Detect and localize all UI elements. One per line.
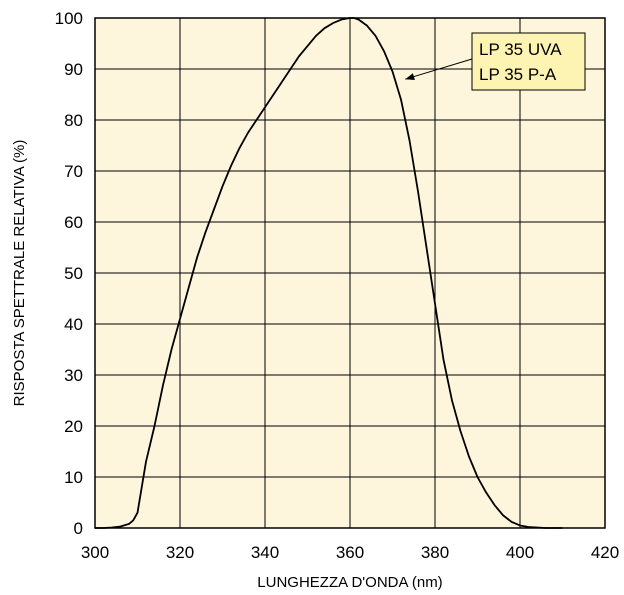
y-tick-label: 70	[64, 162, 83, 181]
y-tick-label: 80	[64, 111, 83, 130]
x-tick-label: 420	[591, 543, 619, 562]
y-tick-label: 30	[64, 366, 83, 385]
x-tick-label: 400	[506, 543, 534, 562]
y-tick-label: 0	[74, 519, 83, 538]
annotation-box	[471, 32, 586, 91]
annotation-label-1: LP 35 UVA	[479, 40, 562, 59]
annotation-leader-line	[405, 58, 473, 80]
x-tick-label: 300	[81, 543, 109, 562]
curve-annotation: LP 35 UVA LP 35 P-A	[405, 32, 586, 91]
x-axis-ticks: 300 320 340 360 380 400 420	[81, 543, 619, 562]
y-tick-label: 50	[64, 264, 83, 283]
y-axis-ticks: 0 10 20 30 40 50 60 70 80 90 100	[55, 9, 83, 538]
y-tick-label: 100	[55, 9, 83, 28]
y-tick-label: 10	[64, 468, 83, 487]
response-curve	[95, 17, 563, 529]
y-tick-label: 20	[64, 417, 83, 436]
x-tick-label: 320	[166, 543, 194, 562]
annotation-arrowhead	[405, 73, 415, 80]
x-tick-label: 340	[251, 543, 279, 562]
y-tick-label: 90	[64, 60, 83, 79]
plot-frame	[94, 17, 606, 529]
y-tick-label: 40	[64, 315, 83, 334]
x-tick-label: 360	[336, 543, 364, 562]
annotation-label-2: LP 35 P-A	[479, 65, 557, 84]
x-axis-title: LUNGHEZZA D'ONDA (nm)	[257, 574, 442, 591]
y-tick-label: 60	[64, 213, 83, 232]
x-tick-label: 380	[421, 543, 449, 562]
y-axis-title: RISPOSTA SPETTRALE RELATIVA (%)	[11, 140, 28, 407]
